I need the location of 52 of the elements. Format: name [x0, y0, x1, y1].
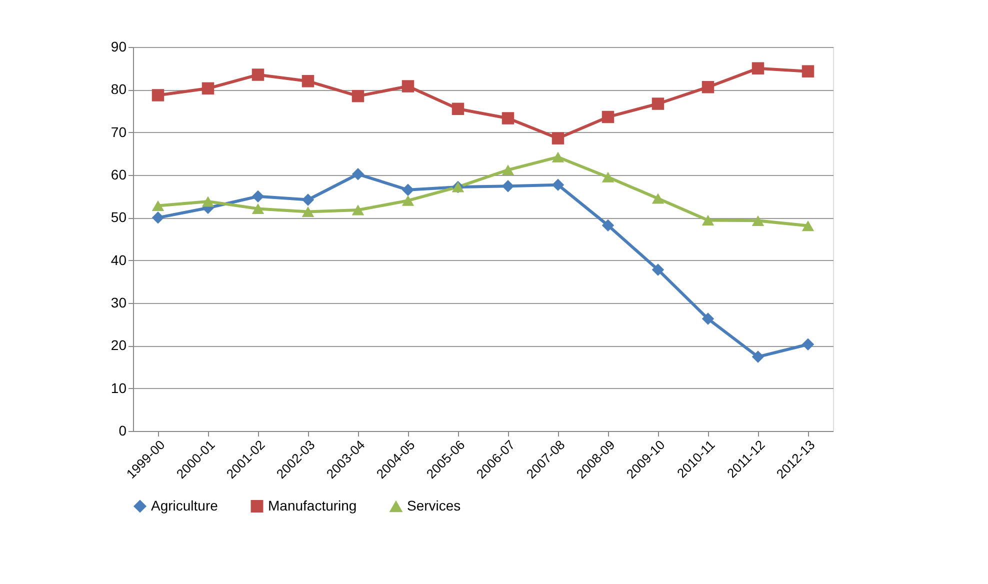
point: [502, 164, 514, 176]
y-tick-label: 20: [110, 337, 127, 354]
point: [602, 219, 614, 232]
point: [552, 178, 564, 191]
point: [402, 195, 414, 206]
y-tick-label: 90: [110, 38, 127, 54]
point: [352, 168, 364, 180]
point: [802, 220, 814, 232]
y-tick-label: 70: [110, 124, 127, 140]
point: [502, 112, 514, 124]
point: [802, 65, 814, 78]
point: [252, 190, 264, 202]
point: [402, 184, 414, 196]
y-tick-label: 50: [110, 209, 127, 226]
legend-label: Services: [407, 498, 461, 514]
y-tick-label: 30: [110, 294, 127, 310]
point: [552, 152, 564, 162]
y-tick-label: 0: [118, 422, 127, 438]
point: [802, 338, 814, 351]
point: [402, 80, 414, 92]
point: [302, 206, 314, 217]
point: [752, 350, 764, 363]
point: [352, 90, 364, 102]
y-tick-label: 60: [110, 166, 127, 182]
point: [252, 203, 264, 214]
y-tick-label: 40: [110, 252, 127, 268]
point: [652, 98, 664, 110]
point: [302, 194, 314, 206]
point: [352, 204, 364, 216]
point: [652, 264, 664, 276]
point: [702, 312, 714, 325]
point: [502, 180, 514, 192]
point: [652, 193, 664, 204]
point: [152, 212, 164, 224]
point: [702, 80, 714, 94]
legend-label: Agriculture: [151, 497, 218, 514]
y-tick-label: 10: [110, 380, 127, 396]
point: [452, 102, 464, 115]
point: [752, 62, 764, 74]
point: [202, 196, 214, 207]
point: [752, 215, 764, 226]
point: [602, 172, 614, 182]
point: [152, 89, 164, 102]
point: [152, 200, 164, 212]
point: [252, 68, 264, 81]
y-tick-label: 80: [110, 81, 127, 98]
point: [202, 82, 214, 95]
point: [302, 75, 314, 88]
legend-label: Manufacturing: [268, 497, 357, 514]
point: [702, 214, 714, 226]
point: [552, 132, 564, 144]
point: [602, 110, 614, 124]
